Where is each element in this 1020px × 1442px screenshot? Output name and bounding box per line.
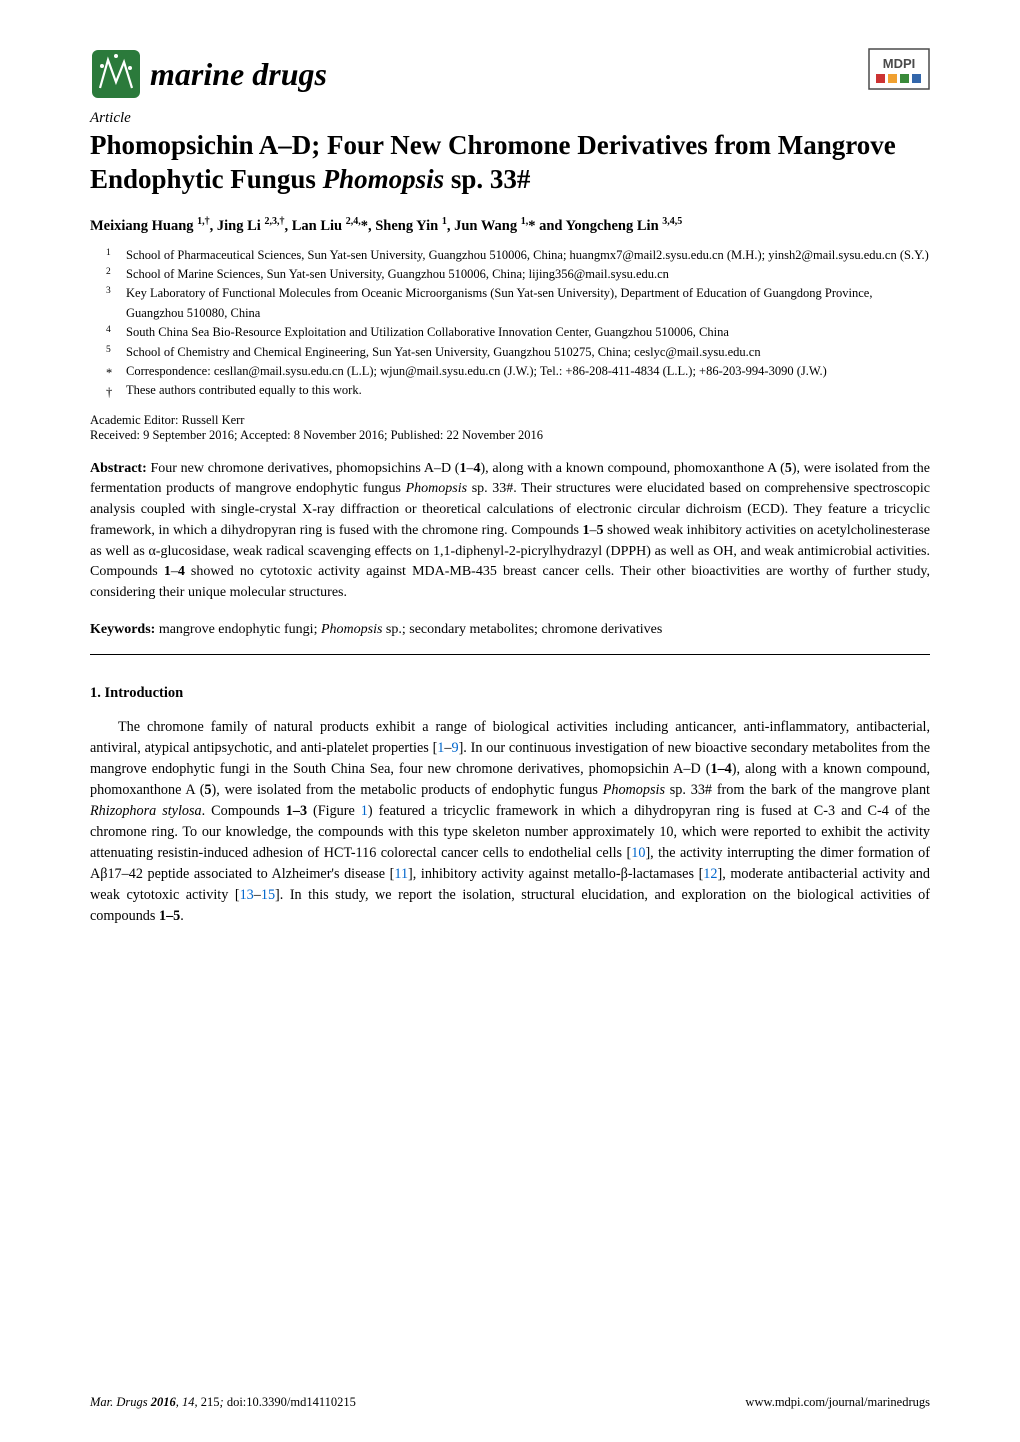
aff-text-1: School of Pharmaceutical Sciences, Sun Y… [126, 248, 929, 262]
aff-num-5: 5 [106, 343, 111, 358]
aff-num-4: 4 [106, 323, 111, 338]
aff-num-3: 3 [106, 284, 111, 299]
body-text-o: . [180, 908, 184, 924]
page-footer: Mar. Drugs 2016, 14, 215; doi:10.3390/md… [90, 1395, 930, 1410]
marine-drugs-emblem-icon [90, 48, 142, 100]
aff-num-2: 2 [106, 265, 111, 280]
keywords-body: mangrove endophytic fungi; Phomopsis sp.… [155, 622, 662, 637]
keywords: Keywords: mangrove endophytic fungi; Pho… [90, 620, 930, 641]
ref-link-9[interactable]: 9 [451, 740, 458, 756]
body-text-g: . Compounds [202, 803, 286, 819]
affiliation-2: 2School of Marine Sciences, Sun Yat-sen … [126, 265, 930, 284]
aff-text-2: School of Marine Sciences, Sun Yat-sen U… [126, 267, 669, 281]
body-text-m: – [254, 887, 261, 903]
affiliations: 1 School of Pharmaceutical Sciences, Sun … [90, 246, 930, 401]
affiliation-3: 3Key Laboratory of Functional Molecules … [126, 284, 930, 323]
corr-symbol: * [106, 364, 112, 383]
footer-citation: Mar. Drugs 2016, 14, 215; doi:10.3390/md… [90, 1395, 356, 1410]
footer-url[interactable]: www.mdpi.com/journal/marinedrugs [745, 1395, 930, 1410]
abstract: Abstract: Four new chromone derivatives,… [90, 459, 930, 604]
bold-1-3: 1–3 [286, 803, 307, 819]
aff-text-3: Key Laboratory of Functional Molecules f… [126, 286, 872, 319]
ref-link-13[interactable]: 13 [240, 887, 254, 903]
footer-volume: 14 [182, 1395, 195, 1409]
ref-link-10[interactable]: 10 [631, 845, 645, 861]
mdpi-logo-icon: MDPI [868, 48, 930, 90]
species-phomopsis: Phomopsis [603, 782, 665, 798]
svg-text:MDPI: MDPI [883, 56, 916, 71]
ref-link-15[interactable]: 15 [261, 887, 275, 903]
equal-text: These authors contributed equally to thi… [126, 383, 362, 397]
footer-journal: Mar. Drugs [90, 1395, 148, 1409]
bold-1-5b: 1–5 [159, 908, 180, 924]
aff-text-5: School of Chemistry and Chemical Enginee… [126, 345, 761, 359]
affiliation-4: 4South China Sea Bio-Resource Exploitati… [126, 323, 930, 342]
bold-5-a: 5 [204, 782, 211, 798]
academic-editor: Academic Editor: Russell Kerr [90, 413, 930, 428]
fig-ref-1[interactable]: 1 [361, 803, 368, 819]
aff-text-4: South China Sea Bio-Resource Exploitatio… [126, 325, 729, 339]
article-type-label: Article [90, 110, 930, 127]
body-text-f: sp. 33# from the bark of the mangrove pl… [665, 782, 930, 798]
section-1-heading: 1. Introduction [90, 685, 930, 702]
keywords-label: Keywords: [90, 622, 155, 637]
body-text-e: ), were isolated from the metabolic prod… [212, 782, 603, 798]
title-text-part2: sp. 33# [444, 164, 530, 194]
header: marine drugs MDPI [90, 48, 930, 100]
ref-link-12[interactable]: 12 [703, 866, 717, 882]
article-dates: Received: 9 September 2016; Accepted: 8 … [90, 428, 930, 443]
body-text-k: ], inhibitory activity against metallo-β… [408, 866, 703, 882]
species-rhizophora: Rhizophora stylosa [90, 803, 202, 819]
ref-link-11[interactable]: 11 [394, 866, 408, 882]
equal-symbol: † [106, 383, 112, 402]
equal-contribution: †These authors contributed equally to th… [126, 381, 930, 400]
horizontal-rule [90, 654, 930, 655]
abstract-label: Abstract: [90, 461, 147, 476]
abstract-body: Four new chromone derivatives, phomopsic… [90, 461, 930, 600]
aff-num-1: 1 [106, 246, 111, 261]
corr-text: Correspondence: cesllan@mail.sysu.edu.cn… [126, 364, 827, 378]
affiliation-5: 5School of Chemistry and Chemical Engine… [126, 343, 930, 362]
bold-1-4-a: 1–4 [710, 761, 731, 777]
affiliation-1: 1School of Pharmaceutical Sciences, Sun … [126, 246, 930, 265]
title-species: Phomopsis [323, 164, 445, 194]
correspondence: *Correspondence: cesllan@mail.sysu.edu.c… [126, 362, 930, 381]
footer-year: 2016 [151, 1395, 176, 1409]
authors-line: Meixiang Huang 1,†, Jing Li 2,3,†, Lan L… [90, 215, 930, 236]
body-text-h: (Figure [307, 803, 361, 819]
article-title: Phomopsichin A–D; Four New Chromone Deri… [90, 129, 930, 197]
footer-doi: doi:10.3390/md14110215 [227, 1395, 356, 1409]
journal-name: marine drugs [150, 56, 327, 93]
journal-logo: marine drugs [90, 48, 327, 100]
intro-paragraph: The chromone family of natural products … [90, 717, 930, 927]
footer-pages: 215 [201, 1395, 220, 1409]
